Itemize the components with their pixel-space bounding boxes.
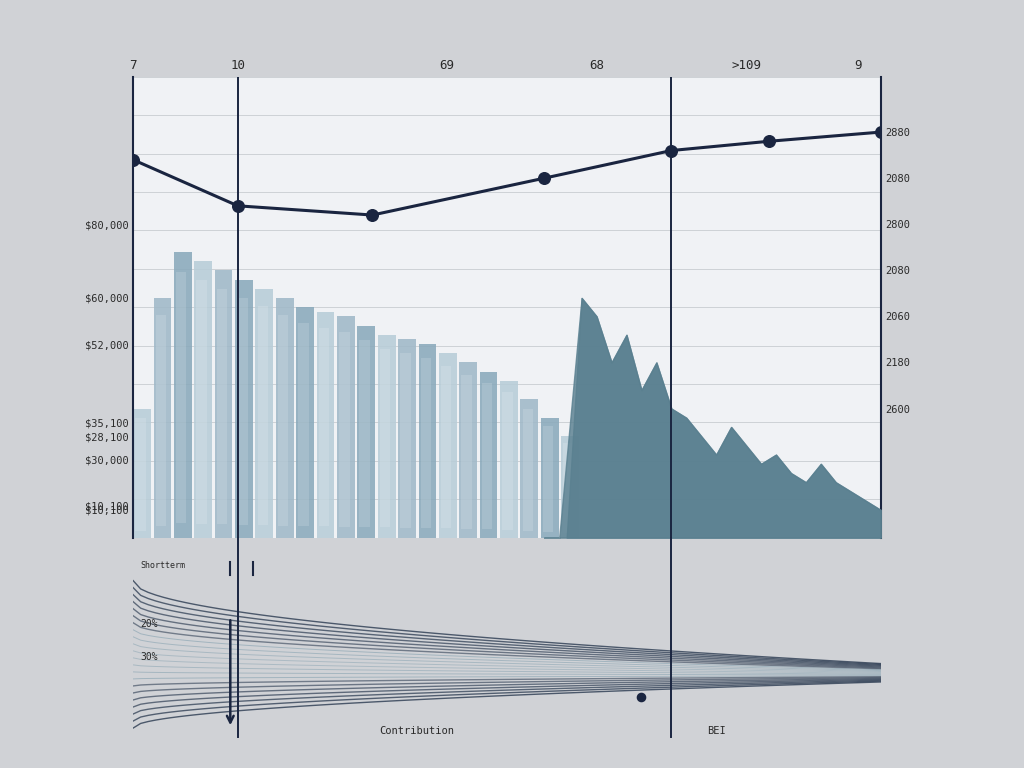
Bar — [563, 443, 573, 532]
Bar — [176, 272, 186, 523]
Point — [664, 144, 680, 157]
Bar — [357, 326, 375, 538]
Bar — [174, 252, 191, 538]
Bar — [460, 362, 477, 538]
Bar — [541, 418, 559, 538]
Bar — [561, 436, 579, 538]
Bar — [500, 381, 518, 538]
Bar — [278, 315, 289, 525]
Bar — [520, 399, 539, 538]
Bar — [378, 335, 395, 538]
Bar — [257, 306, 268, 525]
Bar — [156, 315, 166, 525]
Text: BEI: BEI — [707, 726, 726, 736]
Bar — [238, 298, 248, 525]
Bar — [441, 366, 452, 528]
Point — [229, 200, 246, 212]
Point — [365, 209, 381, 221]
Bar — [316, 312, 335, 538]
Bar — [543, 426, 553, 531]
Bar — [522, 409, 534, 531]
Bar — [217, 289, 227, 525]
Bar — [400, 353, 411, 528]
Bar — [275, 298, 294, 538]
Bar — [135, 418, 145, 531]
Text: 20%: 20% — [140, 619, 159, 629]
Text: Shortterm: Shortterm — [140, 561, 185, 570]
Bar — [419, 344, 436, 538]
Point — [633, 690, 649, 703]
Bar — [318, 328, 329, 526]
Bar — [195, 261, 212, 538]
Point — [537, 172, 553, 184]
Bar — [154, 298, 171, 538]
Bar — [197, 280, 207, 524]
Bar — [339, 332, 349, 527]
Bar — [439, 353, 457, 538]
Point — [872, 126, 889, 138]
Bar — [502, 392, 513, 530]
Bar — [296, 307, 314, 538]
Bar — [421, 358, 431, 528]
Text: Contribution: Contribution — [380, 726, 455, 736]
Bar — [359, 340, 370, 527]
Text: 30%: 30% — [140, 652, 159, 662]
Bar — [133, 409, 151, 538]
Bar — [462, 375, 472, 529]
Bar — [380, 349, 390, 528]
Bar — [236, 280, 253, 538]
Bar — [479, 372, 498, 538]
Bar — [298, 323, 309, 526]
Bar — [398, 339, 416, 538]
Point — [125, 154, 141, 166]
Bar — [481, 383, 493, 529]
Bar — [337, 316, 354, 538]
Bar — [255, 289, 273, 538]
Bar — [215, 270, 232, 538]
Point — [760, 135, 776, 147]
